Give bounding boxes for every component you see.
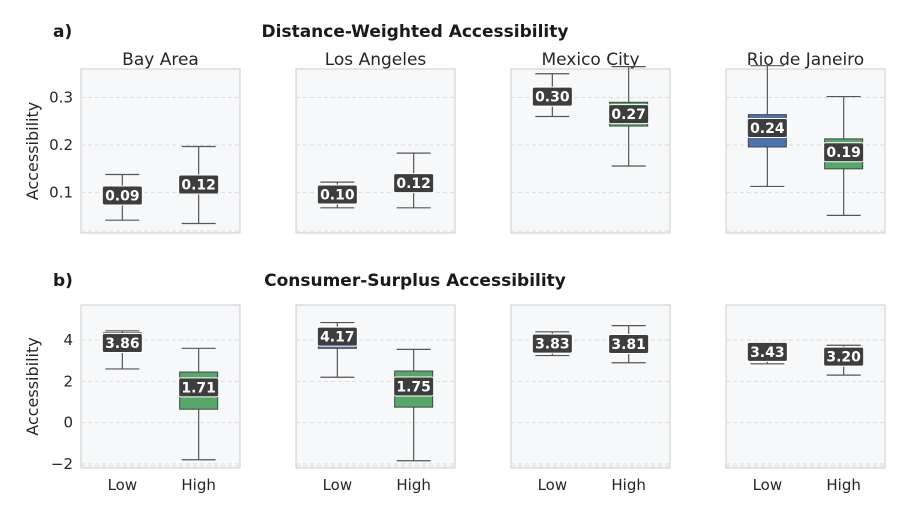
y-tick-label: 2	[63, 372, 73, 390]
median-label-bg	[178, 377, 220, 398]
panel-title: Mexico City	[541, 50, 639, 70]
median-label-bg	[393, 173, 435, 194]
row-label-1: b)	[53, 271, 73, 291]
y-axis-label-1: Accessibility	[23, 337, 42, 435]
median-label-bg	[101, 332, 143, 353]
median-label-bg	[531, 333, 573, 354]
x-tick-label: High	[396, 476, 430, 494]
x-tick-label: High	[181, 476, 215, 494]
median-value-label: 0.10	[320, 187, 355, 203]
x-tick-label: Low	[538, 476, 568, 494]
panel-background	[80, 68, 241, 234]
median-value-label: 0.12	[396, 176, 431, 192]
panel-0-1: Los Angeles 0.10 0.12	[295, 50, 456, 234]
median-label-bg	[178, 174, 220, 195]
y-tick-label: −2	[51, 455, 73, 473]
median-label-bg	[746, 117, 788, 138]
median-label-bg	[823, 346, 865, 367]
x-tick-label: Low	[108, 476, 138, 494]
median-value-label: 1.75	[396, 380, 431, 396]
median-label-bg	[393, 376, 435, 397]
median-label-bg	[531, 86, 573, 107]
median-label-bg	[746, 341, 788, 362]
median-label-bg	[823, 142, 865, 163]
panel-title: Los Angeles	[325, 50, 427, 70]
x-tick-label: Low	[323, 476, 353, 494]
median-value-label: 4.17	[320, 330, 355, 346]
median-value-label: 1.71	[181, 380, 216, 396]
row-label-0: a)	[53, 22, 72, 42]
row-title-0: Distance-Weighted Accessibility	[262, 22, 569, 42]
median-value-label: 0.09	[105, 188, 140, 204]
panel-0-0: 0.1 0.2 0.3 Bay Area 0.09 0.12	[49, 50, 241, 234]
panel-1-2: 3.83 Low 3.81 High	[510, 304, 671, 494]
median-label-bg	[101, 185, 143, 206]
y-tick-label: 0.2	[49, 136, 73, 154]
x-tick-label: High	[611, 476, 645, 494]
panel-background	[725, 304, 886, 469]
y-tick-label: 0	[63, 414, 73, 432]
x-tick-label: High	[826, 476, 860, 494]
median-value-label: 3.83	[535, 337, 570, 353]
median-value-label: 0.19	[826, 145, 861, 161]
panel-1-0: −2 0 2 4 3.86 Low 1.71 High	[51, 304, 241, 494]
median-label-bg	[316, 326, 358, 347]
median-value-label: 0.24	[750, 121, 785, 137]
median-value-label: 0.30	[535, 90, 570, 106]
median-label-bg	[608, 104, 650, 125]
y-tick-label: 4	[63, 331, 73, 349]
row-title-1: Consumer-Surplus Accessibility	[264, 271, 566, 291]
median-label-bg	[316, 184, 358, 205]
panel-0-2: Mexico City 0.30 0.27	[510, 50, 671, 234]
y-axis-label-0: Accessibility	[23, 102, 42, 200]
panel-background	[295, 68, 456, 234]
median-value-label: 0.27	[611, 107, 646, 123]
median-value-label: 3.86	[105, 336, 140, 352]
panel-0-3: Rio de Janeiro 0.24 0.19	[725, 50, 886, 234]
panel-1-1: 4.17 Low 1.75 High	[295, 304, 456, 494]
median-value-label: 3.43	[750, 345, 785, 361]
panel-title: Rio de Janeiro	[747, 50, 864, 70]
y-tick-label: 0.3	[49, 89, 73, 107]
median-value-label: 0.12	[181, 178, 216, 194]
panel-title: Bay Area	[122, 50, 199, 70]
median-label-bg	[608, 333, 650, 354]
panel-background	[510, 304, 671, 469]
median-value-label: 3.81	[611, 337, 646, 353]
x-tick-label: Low	[753, 476, 783, 494]
y-tick-label: 0.1	[49, 184, 73, 202]
median-value-label: 3.20	[826, 350, 861, 366]
panel-1-3: 3.43 Low 3.20 High	[725, 304, 886, 494]
